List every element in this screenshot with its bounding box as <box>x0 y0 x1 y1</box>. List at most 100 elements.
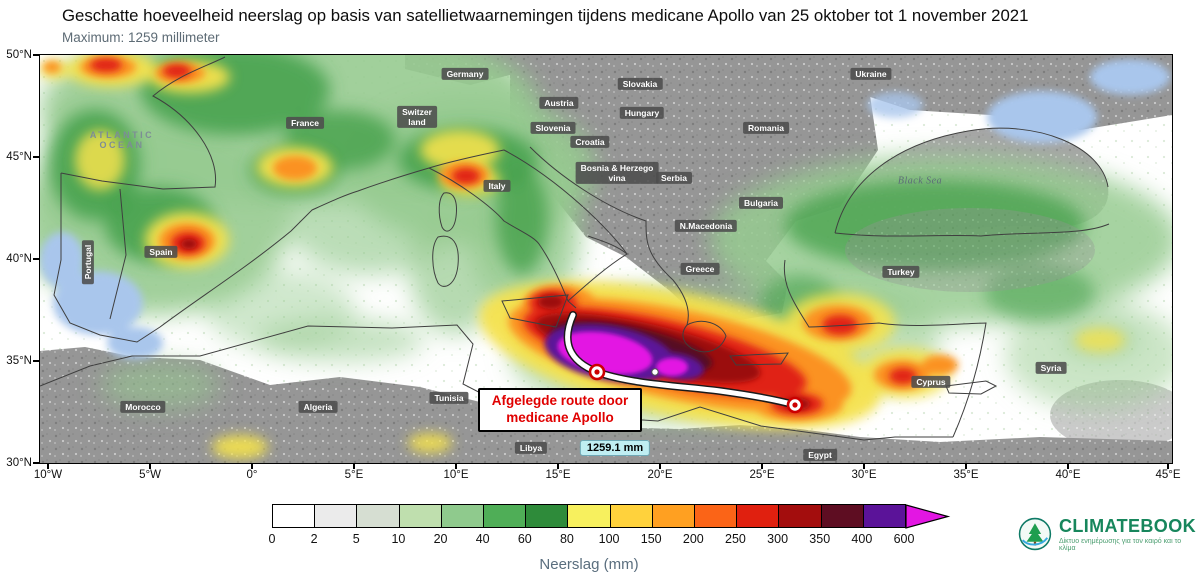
colorbar-segment <box>568 505 611 527</box>
country-label: Slovenia <box>530 121 576 135</box>
colorbar-arrow-svg <box>905 504 951 529</box>
country-label: Slovakia <box>617 77 663 91</box>
colorbar-tick-label: 40 <box>475 532 490 546</box>
country-label: Germany <box>441 67 489 81</box>
lon-tick-label: 5°E <box>344 469 364 481</box>
lon-tick-label: 25°E <box>749 469 775 481</box>
colorbar-tick-label: 100 <box>598 532 620 546</box>
colorbar-tick-label: 200 <box>682 532 704 546</box>
lat-tick-label: 45°N <box>6 151 32 163</box>
colorbar-tick-label: 600 <box>893 532 915 546</box>
logo-name: CLIMATEBOOK <box>1058 516 1196 536</box>
colorbar-segment <box>315 505 358 527</box>
country-label: Serbia <box>656 171 692 185</box>
logo-tagline: Δίκτυο ενημέρωσης για τον καιρό και το κ… <box>1058 538 1182 552</box>
country-label: France <box>286 116 324 130</box>
lon-tick-label: 10°E <box>443 469 469 481</box>
lat-tick-label: 30°N <box>6 457 32 469</box>
country-label: Ukraine <box>850 67 892 81</box>
country-label: Cyprus <box>911 375 951 389</box>
storm-track <box>563 311 804 414</box>
country-label: Bosnia & Herzego vina <box>575 161 659 185</box>
page-title: Geschatte hoeveelheid neerslag op basis … <box>62 6 1029 25</box>
colorbar-segment <box>526 505 569 527</box>
country-label: Austria <box>539 96 579 110</box>
precipitation-map <box>40 55 1172 463</box>
colorbar-segment <box>484 505 527 527</box>
colorbar-tick-label: 250 <box>725 532 746 546</box>
lon-tick-label: 45°E <box>1155 469 1181 481</box>
colorbar-segment <box>863 505 906 527</box>
colorbar-segment <box>610 505 653 527</box>
storm-route-annotation: Afgelegde route door medicane Apollo <box>478 388 642 432</box>
colorbar-segment <box>652 505 696 527</box>
country-label: Portugal <box>81 239 95 285</box>
tree-icon <box>1026 523 1044 542</box>
country-label: N.Macedonia <box>674 219 738 233</box>
colorbar-tick-label: 20 <box>433 532 448 546</box>
colorbar-tick-label: 150 <box>640 532 662 546</box>
country-label: Romania <box>743 121 789 135</box>
country-label: Croatia <box>570 135 610 149</box>
colorbar-segment <box>821 505 864 527</box>
colorbar-segment <box>273 505 316 527</box>
country-label: Morocco <box>120 400 166 414</box>
swoosh-icon <box>1021 537 1049 546</box>
lon-tick-label: 35°E <box>953 469 979 481</box>
lat-tick-label: 50°N <box>6 49 32 61</box>
colorbar-segment <box>441 505 485 527</box>
sea-label: Black Sea <box>897 175 943 187</box>
colorbar-tick-label: 5 <box>352 532 360 546</box>
colorbar-segment <box>695 505 738 527</box>
lon-tick-label: 20°E <box>647 469 673 481</box>
country-label: Spain <box>144 245 178 259</box>
lon-tick-label: 30°E <box>851 469 877 481</box>
colorbar-segment <box>737 505 780 527</box>
max-precip-label: 1259.1 mm <box>579 440 651 456</box>
country-label: Egypt <box>803 448 837 462</box>
country-label: Algeria <box>298 400 338 414</box>
colorbar-tick-label: 400 <box>851 532 873 546</box>
track-point <box>651 368 659 376</box>
country-label: Syria <box>1035 361 1067 375</box>
track-marker-east <box>786 396 804 414</box>
colorbar-segment <box>399 505 442 527</box>
map-label-layer: Afgelegde route door medicane Apollo 125… <box>40 55 1172 463</box>
country-label: Hungary <box>619 106 665 120</box>
colorbar-tick-label: 60 <box>517 532 532 546</box>
colorbar <box>272 504 906 528</box>
lon-tick-label: 0° <box>246 469 258 481</box>
colorbar-segment <box>357 505 400 527</box>
country-label: Tunisia <box>429 391 469 405</box>
annotation-line2: medicane Apollo <box>506 409 614 425</box>
country-label: Italy <box>483 179 511 193</box>
lon-tick-label: 15°E <box>545 469 571 481</box>
country-label: Bulgaria <box>738 196 784 210</box>
country-label: Greece <box>680 262 720 276</box>
colorbar-tick-label: 2 <box>310 532 318 546</box>
colorbar-tick-label: 350 <box>809 532 831 546</box>
colorbar-arrow <box>905 504 951 529</box>
country-label: Switzer land <box>397 105 437 129</box>
lon-tick-label: 10°W <box>33 469 63 481</box>
colorbar-tick-label: 10 <box>391 532 406 546</box>
country-label: Libya <box>514 441 548 455</box>
colorbar-tick-label: 80 <box>559 532 574 546</box>
colorbar-tick-label: 0 <box>268 532 276 546</box>
colorbar-tick-label: 300 <box>767 532 789 546</box>
lon-tick-label: 40°E <box>1055 469 1081 481</box>
lat-tick-label: 35°N <box>6 355 32 367</box>
page-subtitle: Maximum: 1259 millimeter <box>62 30 220 45</box>
lon-tick-label: 5°W <box>139 469 161 481</box>
lat-tick-label: 40°N <box>6 253 32 265</box>
coastlines <box>40 56 1110 441</box>
colorbar-label: Neerslag (mm) <box>539 556 639 573</box>
colorbar-segment <box>779 505 822 527</box>
annotation-line1: Afgelegde route door <box>491 393 629 408</box>
track-marker-west <box>588 363 606 381</box>
country-label: Turkey <box>882 265 920 279</box>
sea-label: ATLANTIC OCEAN <box>89 130 155 150</box>
climatebook-logo-icon <box>1018 517 1052 551</box>
climatebook-logo: CLIMATEBOOK Δίκτυο ενημέρωσης για τον κα… <box>1018 513 1196 555</box>
